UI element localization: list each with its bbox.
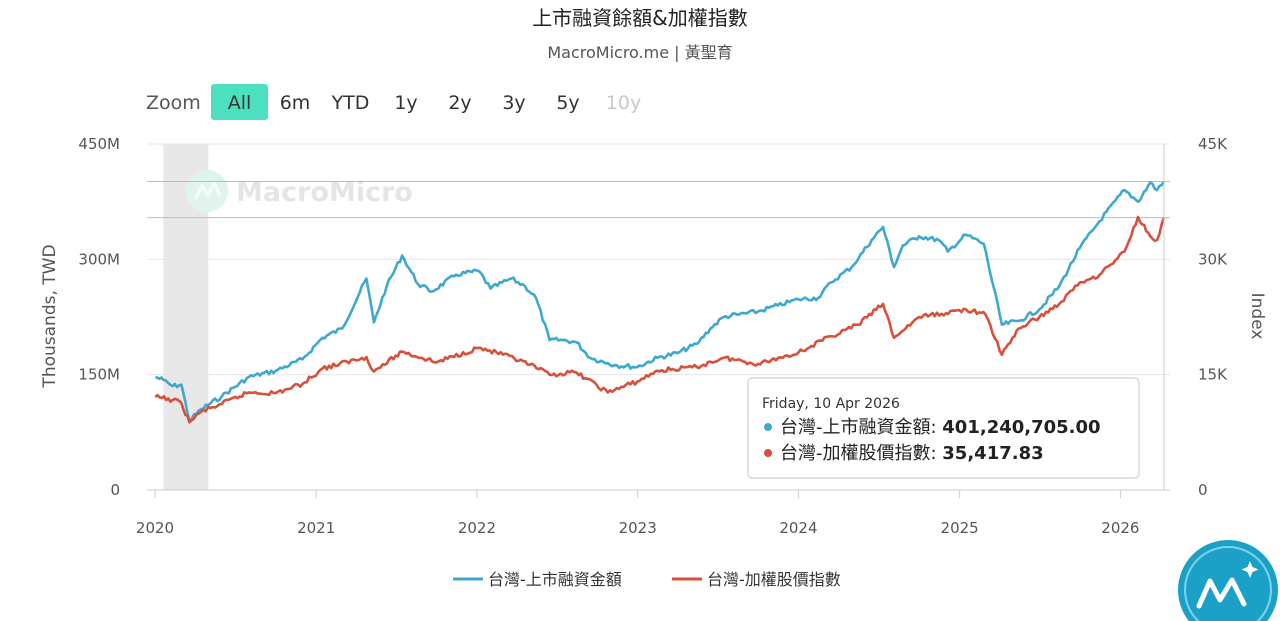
zoom-label: Zoom <box>146 92 201 114</box>
zoom-button-label: 1y <box>394 92 417 114</box>
zoom-button-bg[interactable] <box>211 84 268 120</box>
y-right-tick: 0 <box>1198 481 1208 499</box>
x-tick-label: 2024 <box>779 519 817 537</box>
y-right-axis-title: Index <box>1247 293 1267 340</box>
y-left-axis-title: Thousands, TWD <box>40 244 60 388</box>
tooltip-label-0: 台灣-上市融資金額: <box>780 417 942 438</box>
x-tick-label: 2022 <box>458 519 496 537</box>
zoom-button-10y: 10y <box>606 92 641 114</box>
zoom-button-6m[interactable]: 6m <box>280 92 311 114</box>
x-tick-label: 2025 <box>941 519 979 537</box>
tooltip: Friday, 10 Apr 2026 台灣-上市融資金額: 401,240,7… <box>747 377 1140 479</box>
watermark-text: MacroMicro <box>236 177 413 208</box>
zoom-button-1y[interactable]: 1y <box>394 92 417 114</box>
badge-circle[interactable] <box>1178 540 1278 621</box>
y-left-tick: 0 <box>110 481 120 499</box>
legend-item-0[interactable]: 台灣-上市融資金額 <box>453 570 622 589</box>
y-right-tick: 30K <box>1198 250 1228 268</box>
x-tick-label: 2023 <box>619 519 657 537</box>
series-line-0[interactable] <box>154 180 1166 423</box>
legend-item-1[interactable]: 台灣-加權股價指數 <box>672 570 841 589</box>
sparkle-icon <box>1241 561 1259 578</box>
y-left-tick: 300M <box>78 250 120 268</box>
tooltip-label-1: 台灣-加權股價指數: <box>780 443 942 464</box>
trend-icon <box>1196 577 1247 609</box>
plot-area: MacroMicro 0 150M 300M 450M 0 15K 30K 45K 2020… <box>78 135 1228 537</box>
legend-label: 台灣-上市融資金額 <box>488 570 622 589</box>
zoom-button-label: YTD <box>331 92 370 114</box>
tooltip-box <box>747 377 1140 479</box>
tooltip-row-0: 台灣-上市融資金額: 401,240,705.00 <box>780 417 1101 438</box>
tooltip-date: Friday, 10 Apr 2026 <box>762 396 900 412</box>
zoom-button-ytd[interactable]: YTD <box>331 92 370 114</box>
tooltip-marker-0 <box>764 423 772 431</box>
zoom-button-2y[interactable]: 2y <box>448 92 471 114</box>
zoom-selector: Zoom All 6m YTD 1y 2y 3y 5y 10y <box>146 84 641 120</box>
y-left-tick: 450M <box>78 135 120 153</box>
zoom-button-label: 2y <box>448 92 471 114</box>
zoom-button-label: All <box>228 92 252 114</box>
tooltip-value-0: 401,240,705.00 <box>942 417 1100 438</box>
tooltip-row-1: 台灣-加權股價指數: 35,417.83 <box>780 443 1044 464</box>
zoom-button-label: 6m <box>280 92 311 114</box>
zoom-button-3y[interactable]: 3y <box>502 92 525 114</box>
tooltip-value-1: 35,417.83 <box>942 443 1043 464</box>
zoom-button-label: 5y <box>556 92 579 114</box>
zoom-button-label: 10y <box>606 92 641 114</box>
y-right-tick: 15K <box>1198 366 1228 384</box>
x-tick-label: 2021 <box>297 519 335 537</box>
chart-subtitle: MacroMicro.me | 黃聖育 <box>547 43 732 62</box>
tooltip-marker-1 <box>764 449 772 457</box>
y-right-tick: 45K <box>1198 135 1228 153</box>
x-tick-label: 2020 <box>136 519 174 537</box>
legend: 台灣-上市融資金額 台灣-加權股價指數 <box>453 570 841 589</box>
zoom-button-label: 3y <box>502 92 525 114</box>
watermark: MacroMicro <box>186 170 413 212</box>
macromicro-badge[interactable] <box>1178 540 1278 621</box>
zoom-button-all[interactable]: All <box>211 84 268 120</box>
y-left-tick: 150M <box>78 366 120 384</box>
series-line-1[interactable] <box>154 215 1166 424</box>
legend-label: 台灣-加權股價指數 <box>707 570 841 589</box>
chart-title: 上市融資餘額&加權指數 <box>532 6 748 30</box>
zoom-button-5y[interactable]: 5y <box>556 92 579 114</box>
x-tick-label: 2026 <box>1101 519 1139 537</box>
